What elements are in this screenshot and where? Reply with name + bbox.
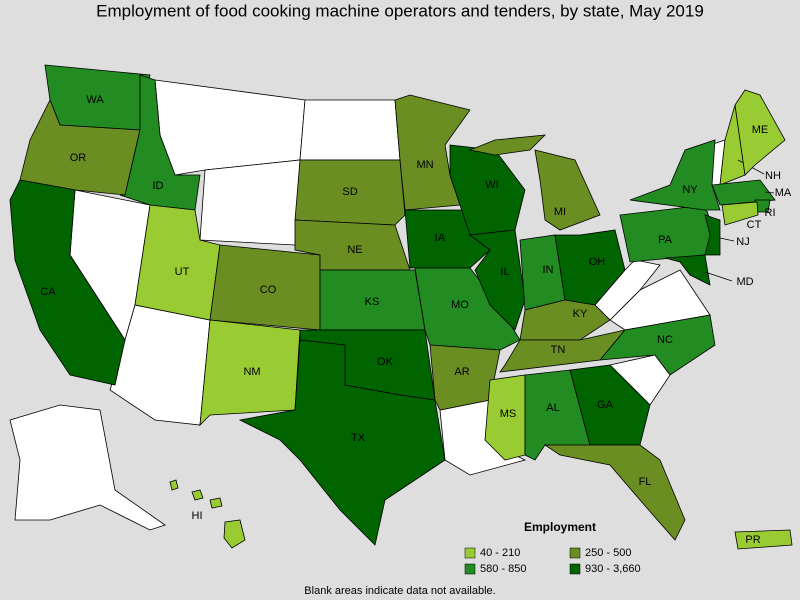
- legend-swatch: [464, 563, 476, 575]
- state-label: GA: [597, 399, 614, 411]
- state: [468, 134, 547, 156]
- map-title: Employment of food cooking machine opera…: [96, 1, 704, 20]
- state-label: OH: [589, 256, 606, 268]
- legend-swatch: [569, 563, 581, 575]
- state-label: MI: [554, 206, 566, 218]
- state: [484, 374, 526, 461]
- state-label: WA: [86, 94, 104, 106]
- state-label: RI: [765, 207, 776, 219]
- state-label: IN: [543, 264, 554, 276]
- leader-line: [719, 237, 735, 242]
- state-label: KS: [365, 296, 380, 308]
- state-label: OR: [70, 152, 87, 164]
- state-label: NE: [347, 244, 362, 256]
- state: [599, 314, 716, 376]
- state-label: FL: [639, 476, 652, 488]
- state: [664, 254, 711, 286]
- legend-label: 40 - 210: [480, 547, 520, 559]
- state: [199, 319, 301, 427]
- state-label: ID: [153, 180, 164, 192]
- state: [534, 149, 601, 231]
- state: [209, 497, 223, 509]
- state-label: MD: [736, 276, 753, 288]
- state: [191, 489, 204, 501]
- state-label: ME: [752, 124, 769, 136]
- state: [629, 139, 721, 211]
- state: [721, 201, 759, 226]
- state-label: PA: [658, 234, 673, 246]
- state-label: CT: [747, 219, 762, 231]
- state-label: CO: [260, 284, 277, 296]
- state-label: WI: [485, 179, 498, 191]
- state-label: IA: [435, 232, 446, 244]
- leader-line: [704, 271, 733, 282]
- state-label: CA: [40, 286, 56, 298]
- state: [468, 229, 526, 331]
- state: [704, 214, 721, 256]
- state-label: MS: [500, 408, 517, 420]
- state: [414, 267, 521, 351]
- legend-swatch: [464, 547, 476, 559]
- state: [238, 339, 446, 546]
- state-wy: [199, 159, 301, 246]
- state-label: MO: [451, 299, 469, 311]
- state-label: NH: [765, 170, 781, 182]
- state: [294, 159, 406, 226]
- state-label: AR: [454, 366, 469, 378]
- state: [543, 444, 686, 541]
- legend-label: 580 - 850: [480, 563, 526, 575]
- state-label: NM: [243, 366, 260, 378]
- leader-line: [764, 191, 775, 194]
- state-label: NY: [682, 184, 698, 196]
- state-label: UT: [175, 266, 190, 278]
- state-label: TN: [551, 344, 566, 356]
- legend-label: 250 - 500: [585, 547, 631, 559]
- state: [711, 179, 776, 206]
- state-label: TX: [351, 432, 366, 444]
- state-ak: [9, 404, 166, 531]
- state: [19, 99, 141, 196]
- legend-label: 930 - 3,660: [585, 563, 641, 575]
- state-label: HI: [192, 510, 203, 522]
- state-label: NJ: [736, 236, 749, 248]
- state: [569, 364, 651, 446]
- state: [429, 344, 501, 411]
- state: [223, 519, 246, 549]
- state-label: PR: [745, 534, 760, 546]
- footnote: Blank areas indicate data not available.: [304, 585, 495, 597]
- state: [169, 479, 179, 491]
- state-mt: [154, 79, 306, 176]
- state-label: IL: [500, 266, 509, 278]
- state-label: SD: [342, 186, 357, 198]
- state-label: OK: [377, 356, 394, 368]
- state-label: MN: [416, 159, 433, 171]
- state: [734, 529, 793, 550]
- state: [9, 179, 126, 386]
- state-label: MA: [775, 187, 792, 199]
- state-label: AL: [546, 402, 559, 414]
- state-label: KY: [573, 308, 588, 320]
- state: [734, 89, 786, 176]
- legend-swatch: [569, 547, 581, 559]
- state-nd: [299, 99, 401, 161]
- state-label: NC: [657, 334, 673, 346]
- legend-title: Employment: [524, 520, 596, 534]
